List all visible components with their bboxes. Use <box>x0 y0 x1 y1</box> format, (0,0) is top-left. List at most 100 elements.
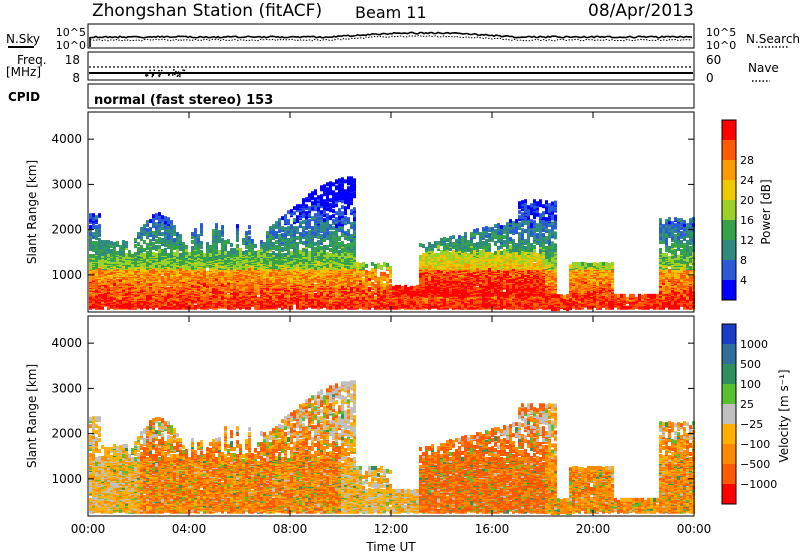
heatmap-cell <box>152 231 155 235</box>
heatmap-cell <box>326 182 329 186</box>
heatmap-cell <box>95 215 98 219</box>
heatmap-cell <box>167 240 170 244</box>
heatmap-cell <box>308 251 311 255</box>
heatmap-cell <box>317 216 320 220</box>
heatmap-cell <box>140 245 143 249</box>
cpid-label: CPID <box>8 90 40 104</box>
heatmap-cell <box>308 198 311 202</box>
heatmap-cell <box>338 242 341 246</box>
heatmap-cell <box>98 268 101 272</box>
freq-noise-mark <box>147 74 149 76</box>
heatmap-cell <box>98 224 101 228</box>
heatmap-cell <box>302 220 305 224</box>
heatmap-cell <box>164 236 167 240</box>
heatmap-cell <box>155 234 158 238</box>
heatmap-cell <box>353 213 356 217</box>
heatmap-cell <box>227 251 230 255</box>
heatmap-cell <box>296 219 299 223</box>
heatmap-cell <box>347 176 350 180</box>
station-title: Zhongshan Station (fitACF) <box>92 1 322 21</box>
heatmap-cell <box>344 248 347 252</box>
heatmap-cell <box>167 229 170 233</box>
heatmap-cell <box>314 213 317 217</box>
heatmap-cell <box>296 249 299 253</box>
nsky-tick-top: 10^5 <box>56 26 86 39</box>
heatmap-cell <box>158 216 161 220</box>
date-label: 08/Apr/2013 <box>588 1 694 21</box>
heatmap-cell <box>131 254 134 258</box>
heatmap-cell <box>329 181 332 185</box>
heatmap-cell <box>158 245 161 249</box>
heatmap-cell <box>317 195 320 199</box>
heatmap-cell <box>344 216 347 220</box>
heatmap-cell <box>338 208 341 212</box>
heatmap-cell <box>311 258 314 262</box>
heatmap-cell <box>299 221 302 225</box>
heatmap-cell <box>245 245 248 249</box>
heatmap-cell <box>146 228 149 232</box>
heatmap-cell <box>170 247 173 251</box>
heatmap-cell <box>353 231 356 235</box>
heatmap-cell <box>284 227 287 231</box>
heatmap-cell <box>329 300 332 304</box>
heatmap-cell <box>350 249 353 253</box>
heatmap-cell <box>95 251 98 255</box>
freq-noise-mark <box>161 70 163 72</box>
heatmap-cell <box>227 239 230 243</box>
heatmap-cell <box>323 218 326 222</box>
heatmap-cell <box>272 224 275 228</box>
heatmap-cell <box>239 248 242 252</box>
heatmap-cell <box>335 185 338 189</box>
heatmap-cell <box>146 251 149 255</box>
heatmap-cell <box>278 229 281 233</box>
heatmap-cell <box>338 178 341 182</box>
heatmap-cell <box>308 294 311 298</box>
heatmap-cell <box>158 212 161 216</box>
heatmap-cell <box>125 253 128 257</box>
heatmap-cell <box>200 223 203 227</box>
heatmap-cell <box>308 235 311 239</box>
heatmap-cell <box>344 231 347 235</box>
freq-noise-mark <box>145 74 147 76</box>
heatmap-cell <box>89 237 92 241</box>
heatmap-cell <box>200 250 203 254</box>
heatmap-cell <box>350 201 353 205</box>
freq-noise-mark <box>179 76 181 78</box>
nave-tick-bottom: 0 <box>706 71 714 85</box>
heatmap-cell <box>218 250 221 254</box>
heatmap-cell <box>155 275 158 279</box>
freq-noise-mark <box>182 69 184 71</box>
heatmap-cell <box>182 242 185 246</box>
heatmap-cell <box>206 242 209 246</box>
heatmap-cell <box>296 215 299 219</box>
heatmap-cell <box>344 206 347 210</box>
heatmap-cell <box>317 252 320 256</box>
heatmap-cell <box>158 282 161 286</box>
heatmap-cell <box>353 217 356 221</box>
heatmap-cell <box>281 253 284 257</box>
freq-noise-mark <box>173 69 175 71</box>
heatmap-cell <box>254 292 257 296</box>
heatmap-cell <box>308 206 311 210</box>
heatmap-cell <box>320 234 323 238</box>
heatmap-cell <box>290 209 293 213</box>
heatmap-cell <box>329 231 332 235</box>
heatmap-cell <box>137 247 140 251</box>
heatmap-cell <box>191 250 194 254</box>
heatmap-cell <box>323 232 326 236</box>
heatmap-cell <box>242 251 245 255</box>
heatmap-cell <box>284 245 287 249</box>
heatmap-cell <box>320 185 323 189</box>
freq-noise-mark <box>172 74 174 76</box>
heatmap-cell <box>332 219 335 223</box>
heatmap-cell <box>194 241 197 245</box>
heatmap-cell <box>329 253 332 257</box>
heatmap-cell <box>287 219 290 223</box>
heatmap-cell <box>116 241 119 245</box>
heatmap-cell <box>251 239 254 243</box>
heatmap-cell <box>104 240 107 244</box>
heatmap-cell <box>353 183 356 187</box>
heatmap-cell <box>314 247 317 251</box>
heatmap-cell <box>143 240 146 244</box>
heatmap-cell <box>314 189 317 193</box>
